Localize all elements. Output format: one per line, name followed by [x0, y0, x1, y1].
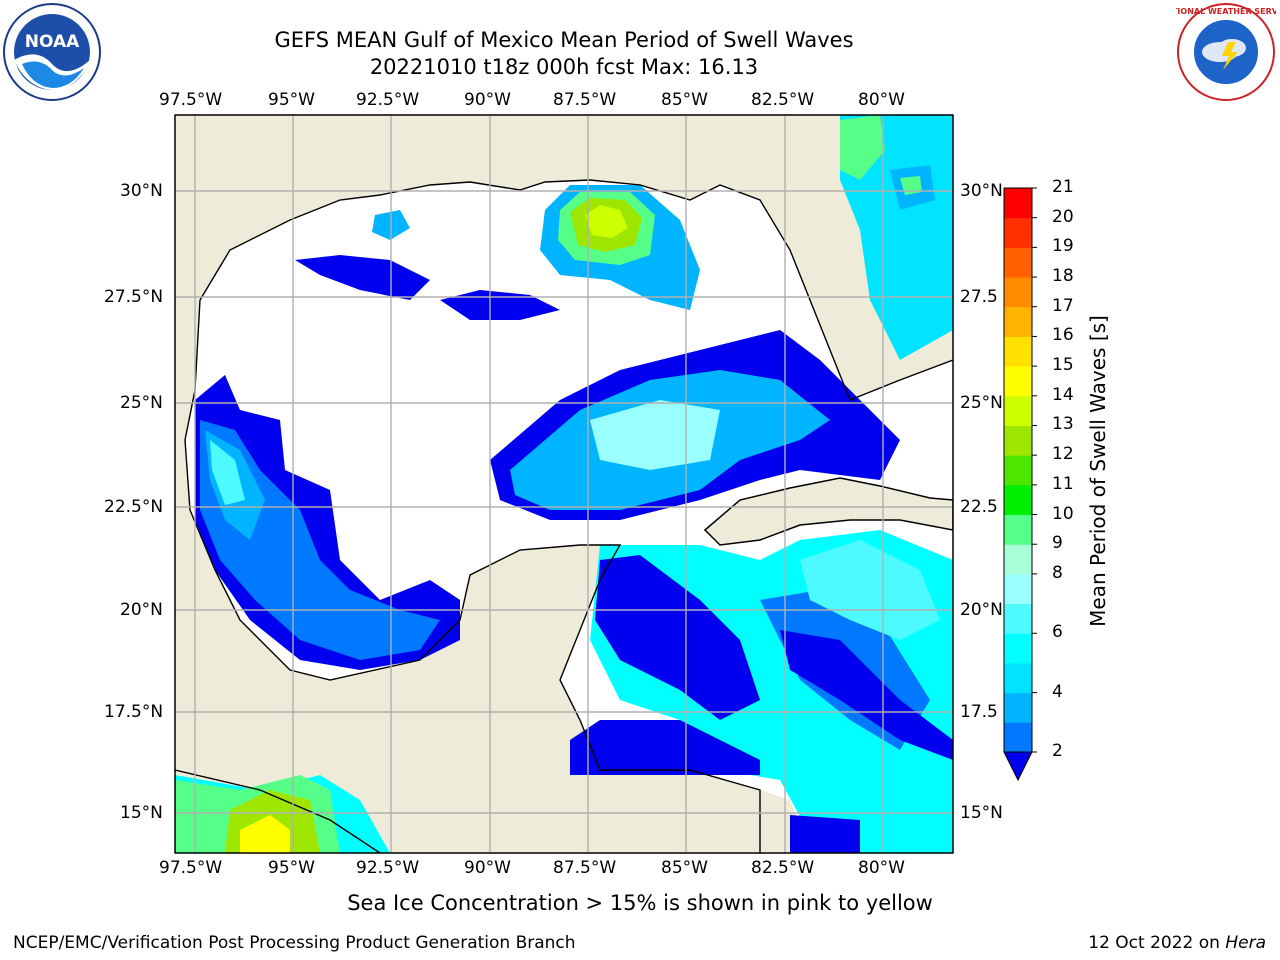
lat-label-right: 22.5	[960, 497, 998, 517]
lon-label-top: 82.5°W	[751, 90, 815, 110]
colorbar-bin	[1004, 633, 1032, 664]
colorbar-tick-label: 9	[1052, 533, 1063, 554]
lat-label-left: 30°N	[120, 181, 163, 201]
colorbar-tick-label: 18	[1052, 266, 1074, 287]
colorbar	[1004, 187, 1037, 753]
lon-label-top: 85°W	[661, 90, 708, 110]
nws-logo: NATIONAL WEATHER SERVICE	[1160, 2, 1280, 102]
lat-label-right: 17.5	[960, 702, 998, 722]
colorbar-tick-label: 13	[1052, 414, 1074, 435]
colorbar-bin	[1004, 395, 1032, 426]
colorbar-tick-label: 6	[1052, 622, 1063, 643]
colorbar-tick-label: 14	[1052, 384, 1074, 405]
colorbar-tick-label: 8	[1052, 562, 1063, 583]
footer-date-text: 12 Oct 2022 on	[1088, 933, 1226, 953]
lon-label-top: 92.5°W	[356, 90, 420, 110]
colorbar-bin	[1004, 217, 1032, 248]
lon-label-bottom: 90°W	[464, 858, 511, 878]
colorbar-tick-label: 15	[1052, 355, 1074, 376]
lat-label-right: 30°N	[960, 181, 1003, 201]
colorbar-bin	[1004, 455, 1032, 486]
lon-label-top: 97.5°W	[159, 90, 223, 110]
sea-ice-note: Sea Ice Concentration > 15% is shown in …	[347, 891, 933, 915]
lon-label-bottom: 82.5°W	[751, 858, 815, 878]
lon-label-top: 90°W	[464, 90, 511, 110]
colorbar-bin	[1004, 662, 1032, 694]
lon-label-top: 95°W	[268, 90, 315, 110]
lat-label-right: 25°N	[960, 393, 1003, 413]
colorbar-bin	[1004, 188, 1032, 219]
colorbar-bin	[1004, 514, 1032, 545]
lon-label-bottom: 95°W	[268, 858, 315, 878]
cuba	[703, 477, 953, 546]
map-frame	[174, 114, 954, 854]
colorbar-extend-triangle	[1003, 751, 1033, 782]
lat-label-right: 27.5	[960, 287, 998, 307]
colorbar-tick-label: 10	[1052, 503, 1074, 524]
footer-credit: NCEP/EMC/Verification Post Processing Pr…	[13, 933, 576, 953]
colorbar-title-text: Mean Period of Swell Waves [s]	[1086, 315, 1110, 627]
colorbar-tick-label: 2	[1052, 741, 1063, 761]
coastline	[175, 179, 953, 853]
footer-date: 12 Oct 2022 on Hera	[1088, 933, 1266, 953]
chart-subtitle: 20221010 t18z 000h fcst Max: 16.13	[369, 55, 759, 79]
footer-host: Hera	[1225, 933, 1266, 953]
colorbar-bin	[1004, 366, 1032, 397]
colorbar-tick-label: 4	[1052, 681, 1063, 702]
lon-label-bottom: 97.5°W	[159, 858, 223, 878]
colorbar-bin	[1004, 247, 1032, 278]
lat-label-right: 20°N	[960, 600, 1003, 620]
lon-label-bottom: 92.5°W	[356, 858, 420, 878]
lat-label-left: 15°N	[120, 803, 163, 823]
lat-label-left: 20°N	[120, 600, 163, 620]
lon-label-bottom: 87.5°W	[553, 858, 617, 878]
lat-label-left: 25°N	[120, 393, 163, 413]
lon-label-bottom: 80°W	[858, 858, 905, 878]
colorbar-bin	[1004, 573, 1032, 605]
lon-label-bottom: 85°W	[661, 858, 708, 878]
chart-title: GEFS MEAN Gulf of Mexico Mean Period of …	[274, 28, 854, 52]
colorbar-bin	[1004, 425, 1032, 456]
colorbar-tick-label: 17	[1052, 295, 1074, 316]
colorbar-bin	[1004, 306, 1032, 337]
lon-label-top: 87.5°W	[553, 90, 617, 110]
lat-label-left: 17.5°N	[104, 702, 164, 722]
colorbar-bin	[1004, 722, 1032, 753]
map-gridlines	[175, 115, 953, 853]
colorbar-bin	[1004, 544, 1032, 575]
colorbar-bin	[1004, 277, 1032, 308]
lon-label-top: 80°W	[858, 90, 905, 110]
colorbar-tick-label: 21	[1052, 177, 1074, 197]
colorbar-bin	[1004, 603, 1032, 634]
lat-label-left: 27.5°N	[104, 287, 164, 307]
colorbar-tick-label: 12	[1052, 444, 1074, 465]
colorbar-bin	[1004, 692, 1032, 723]
noaa-logo: NOAA	[2, 2, 102, 102]
swell-period-contours	[175, 115, 953, 853]
colorbar-bin	[1004, 336, 1032, 367]
colorbar-tick-label: 20	[1052, 206, 1074, 227]
colorbar-bin	[1004, 484, 1032, 516]
colorbar-tick-label: 11	[1052, 473, 1074, 494]
svg-text:NATIONAL WEATHER SERVICE: NATIONAL WEATHER SERVICE	[1176, 7, 1276, 16]
lat-label-left: 22.5°N	[104, 497, 164, 517]
colorbar-tick-label: 16	[1052, 325, 1074, 346]
lat-label-right: 15°N	[960, 803, 1003, 823]
colorbar-tick-label: 19	[1052, 236, 1074, 257]
svg-text:NOAA: NOAA	[25, 32, 80, 52]
